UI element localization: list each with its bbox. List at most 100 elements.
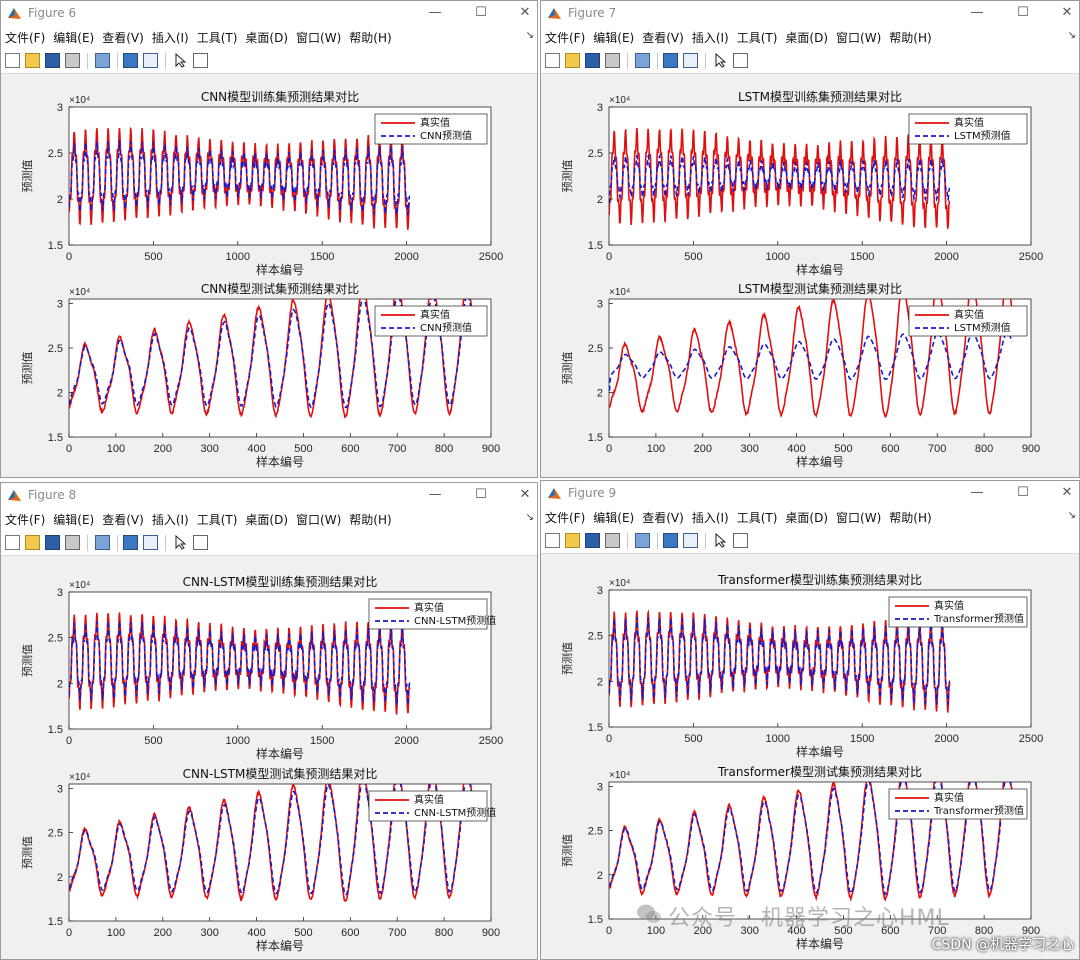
maximize-button[interactable]: ☐ [1017,5,1029,20]
colorbar-icon[interactable] [663,533,678,548]
menu-item[interactable]: 帮助(H) [889,31,932,45]
menu-item[interactable]: 工具(T) [196,513,238,527]
menu-item[interactable]: 工具(T) [736,511,778,525]
menu-item[interactable]: 文件(F) [545,511,586,525]
menu-item[interactable]: 编辑(E) [53,513,95,527]
pointer-icon[interactable] [713,52,728,68]
title-bar[interactable]: Figure 9 — ☐ ✕ [541,481,1079,507]
menu-item[interactable]: 窗口(W) [296,513,342,527]
new-figure-icon[interactable] [5,53,20,68]
title-bar[interactable]: Figure 6 — ☐ ✕ [1,1,537,27]
menu-item[interactable]: 工具(T) [196,31,238,45]
menu-item[interactable]: 插入(I) [151,513,189,527]
menu-item[interactable]: 查看(V) [642,511,684,525]
pointer-icon[interactable] [713,532,728,548]
figure-window[interactable]: Figure 9 — ☐ ✕ 文件(F) 编辑(E) 查看(V) 插入(I) 工具(T) 桌面(D… [540,480,1080,960]
property-editor-icon[interactable] [733,533,748,548]
dock-arrow-icon[interactable]: ↘ [1067,30,1076,41]
new-figure-icon[interactable] [5,535,20,550]
close-button[interactable]: ✕ [519,5,531,20]
minimize-button[interactable]: — [970,5,984,20]
link-plot-icon[interactable] [635,53,650,68]
property-editor-icon[interactable] [193,53,208,68]
menu-item[interactable]: 桌面(D) [785,511,829,525]
open-file-icon[interactable] [25,535,40,550]
menu-item[interactable]: 帮助(H) [889,511,932,525]
menu-item[interactable]: 工具(T) [736,31,778,45]
menu-item[interactable]: 编辑(E) [53,31,95,45]
menu-item[interactable]: 帮助(H) [349,513,392,527]
colorbar-icon[interactable] [123,53,138,68]
menu-item[interactable]: 窗口(W) [836,31,882,45]
colorbar-icon[interactable] [663,53,678,68]
legend-icon[interactable] [683,533,698,548]
title-bar[interactable]: Figure 8 — ☐ ✕ [1,483,537,509]
menu-item[interactable]: 查看(V) [102,31,144,45]
menu-item[interactable]: 插入(I) [151,31,189,45]
save-icon[interactable] [585,533,600,548]
save-icon[interactable] [585,53,600,68]
pointer-icon[interactable] [173,534,188,550]
print-icon[interactable] [65,53,80,68]
property-editor-icon[interactable] [733,53,748,68]
print-icon[interactable] [605,533,620,548]
save-icon[interactable] [45,53,60,68]
save-icon[interactable] [45,535,60,550]
menu-item[interactable]: 桌面(D) [245,513,289,527]
property-editor-icon[interactable] [193,535,208,550]
menu-item[interactable]: 编辑(E) [593,31,635,45]
figure-window[interactable]: Figure 6 — ☐ ✕ 文件(F) 编辑(E) 查看(V) 插入(I) 工具(T) 桌面(D… [0,0,538,478]
legend-icon[interactable] [683,53,698,68]
link-plot-icon[interactable] [635,533,650,548]
open-file-icon[interactable] [565,533,580,548]
minimize-button[interactable]: — [428,487,442,502]
link-plot-icon[interactable] [95,53,110,68]
menu-item[interactable]: 桌面(D) [245,31,289,45]
menu-item[interactable]: 插入(I) [691,511,729,525]
close-button[interactable]: ✕ [1061,485,1073,500]
new-figure-icon[interactable] [545,533,560,548]
pointer-icon[interactable] [173,52,188,68]
maximize-button[interactable]: ☐ [1017,485,1029,500]
link-plot-icon[interactable] [95,535,110,550]
dock-arrow-icon[interactable]: ↘ [525,30,534,41]
legend-icon[interactable] [143,53,158,68]
close-button[interactable]: ✕ [1061,5,1073,20]
open-file-icon[interactable] [25,53,40,68]
minimize-button[interactable]: — [970,485,984,500]
menu-item[interactable]: 桌面(D) [785,31,829,45]
menu-item[interactable]: 插入(I) [691,31,729,45]
colorbar-icon[interactable] [123,535,138,550]
menu-item[interactable]: 帮助(H) [349,31,392,45]
dock-arrow-icon[interactable]: ↘ [525,512,534,523]
menu-item[interactable]: 查看(V) [642,31,684,45]
print-icon[interactable] [605,53,620,68]
dock-arrow-icon[interactable]: ↘ [1067,510,1076,521]
menu-item[interactable]: 窗口(W) [296,31,342,45]
open-file-icon[interactable] [565,53,580,68]
close-button[interactable]: ✕ [519,487,531,502]
print-icon[interactable] [65,535,80,550]
legend-icon[interactable] [143,535,158,550]
title-bar[interactable]: Figure 7 — ☐ ✕ [541,1,1079,27]
menu-item[interactable]: 文件(F) [5,31,46,45]
maximize-button[interactable]: ☐ [475,5,487,20]
figure-window[interactable]: Figure 8 — ☐ ✕ 文件(F) 编辑(E) 查看(V) 插入(I) 工具(T) 桌面(D… [0,482,538,960]
menu-item[interactable]: 查看(V) [102,513,144,527]
menu-item[interactable]: 文件(F) [545,31,586,45]
menu-item[interactable]: 文件(F) [5,513,46,527]
menu-item[interactable]: 窗口(W) [836,511,882,525]
figure-window[interactable]: Figure 7 — ☐ ✕ 文件(F) 编辑(E) 查看(V) 插入(I) 工具(T) 桌面(D… [540,0,1080,478]
maximize-button[interactable]: ☐ [475,487,487,502]
minimize-button[interactable]: — [428,5,442,20]
new-figure-icon[interactable] [545,53,560,68]
menu-item[interactable]: 编辑(E) [593,511,635,525]
